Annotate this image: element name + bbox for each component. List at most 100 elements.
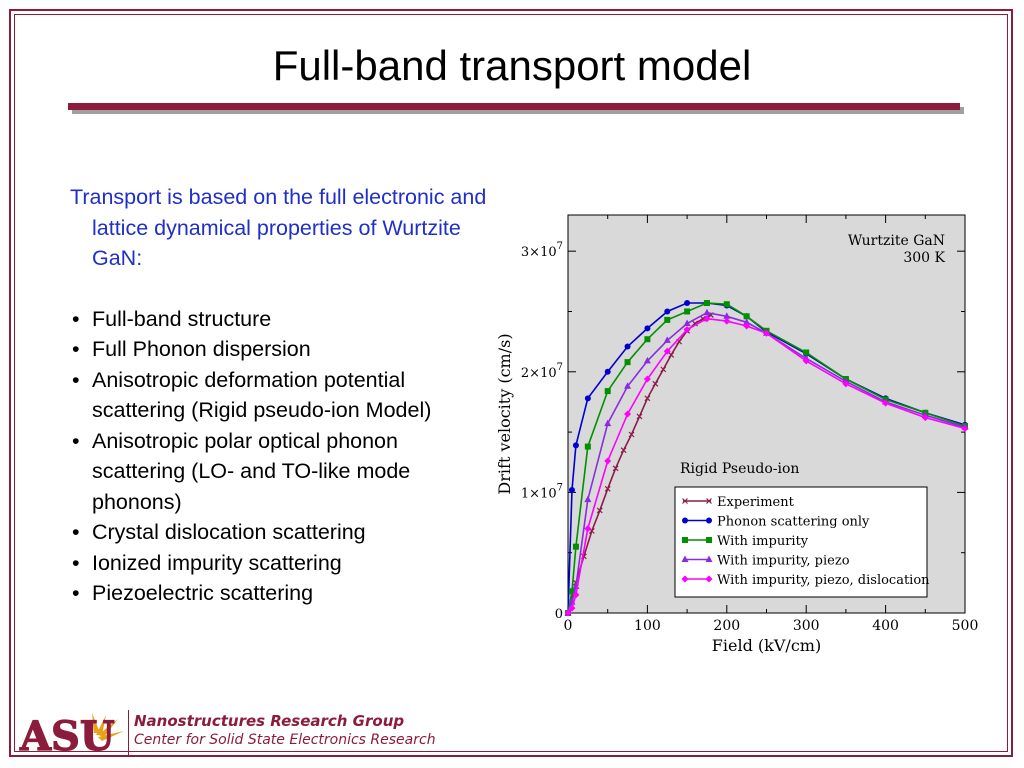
data-point <box>763 329 770 337</box>
data-point <box>682 537 688 543</box>
data-point <box>620 447 627 454</box>
data-point <box>664 316 671 323</box>
y-tick-label-base: 1×10 <box>521 486 557 501</box>
y-tick-label-base: 2×10 <box>521 366 557 381</box>
data-point <box>572 543 579 550</box>
bullet-text: Piezoelectric scattering <box>92 581 314 605</box>
data-point <box>723 301 730 308</box>
data-point <box>584 395 591 402</box>
data-point <box>624 359 631 366</box>
slide-outer-border <box>9 9 1013 757</box>
y-tick-label: 2×107 <box>521 362 563 381</box>
bullet-text: Full-band structure <box>92 306 272 331</box>
bullet-text: Crystal dislocation scattering <box>92 520 366 544</box>
x-axis-label: Field (kV/cm) <box>712 636 821 655</box>
data-point <box>644 395 651 402</box>
annotation-temperature: 300 K <box>903 250 945 266</box>
bullet-dot: • <box>72 337 80 361</box>
asu-logo-text: ASU <box>19 713 115 753</box>
bullet-dot: • <box>72 550 80 575</box>
data-point <box>663 347 671 355</box>
data-point <box>703 308 711 316</box>
data-point <box>584 525 592 533</box>
bullet-list: • Full-band structure • Full Phonon dispers… <box>70 304 490 609</box>
x-tick-label: 500 <box>952 618 979 634</box>
asu-logo: ASU <box>18 713 124 753</box>
data-point <box>624 382 632 389</box>
bullet-dot: • <box>72 581 80 605</box>
data-point <box>683 319 691 327</box>
data-point <box>564 609 572 617</box>
data-point <box>705 555 713 562</box>
data-point <box>604 419 612 427</box>
series-line <box>567 302 966 614</box>
data-point <box>572 442 579 449</box>
data-point <box>584 495 592 503</box>
y-tick-label-exponent: 7 <box>557 362 563 373</box>
data-point <box>723 317 731 325</box>
bullet-item: • Ionized impurity scattering <box>70 548 490 579</box>
intro-text: Transport is based on the full electroni… <box>70 185 487 270</box>
slide-title: Full-band transport model <box>272 42 752 89</box>
data-point <box>644 336 651 343</box>
bullet-dot: • <box>72 520 80 544</box>
data-point <box>604 485 611 492</box>
x-tick-label: 200 <box>713 618 740 634</box>
bullet-item: • Full-band structure <box>70 304 490 335</box>
data-point <box>663 336 671 343</box>
data-point <box>706 517 712 524</box>
bullet-dot: • <box>72 367 80 392</box>
data-point <box>636 413 643 420</box>
data-point <box>723 312 731 319</box>
legend-label: With impurity <box>717 534 809 549</box>
data-point <box>604 388 611 395</box>
footer-center-name: Center for Solid State Electronics Resea… <box>134 732 436 748</box>
bullet-dot: • <box>72 428 80 453</box>
bullet-text: Anisotropic polar optical phonon scatter… <box>92 428 411 514</box>
data-point <box>683 326 691 334</box>
data-point <box>743 322 751 330</box>
data-point <box>682 498 688 504</box>
data-point <box>684 300 691 307</box>
footer-divider <box>128 710 129 756</box>
data-point <box>664 308 671 315</box>
data-point <box>568 588 575 595</box>
y-tick-label-exponent: 7 <box>557 241 563 252</box>
data-point <box>644 325 651 332</box>
data-point <box>802 357 810 365</box>
data-point <box>961 424 969 432</box>
data-point <box>572 591 580 599</box>
data-point <box>624 410 632 418</box>
x-tick-label: 0 <box>564 618 573 634</box>
series-line <box>567 311 966 614</box>
data-point <box>568 486 575 493</box>
bullet-item: • Anisotropic polar optical phonon scatte… <box>70 426 490 518</box>
bullet-item: • Piezoelectric scattering <box>70 578 490 609</box>
series-group <box>564 315 969 617</box>
data-point <box>568 604 576 612</box>
title-rule-shadow <box>72 107 964 114</box>
data-point <box>882 399 890 407</box>
y-axis-label: Drift velocity (cm/s) <box>495 333 514 494</box>
bullet-item: • Crystal dislocation scattering <box>70 517 490 548</box>
asu-sunburst-icon <box>92 713 124 741</box>
bullet-text: Anisotropic deformation potential scatte… <box>92 367 432 423</box>
data-point <box>681 555 689 562</box>
legend-box <box>674 486 928 598</box>
data-point <box>612 465 619 472</box>
data-point <box>706 498 712 504</box>
y-tick-label-base: 0 <box>555 607 563 622</box>
annotation-material: Wurtzite GaN <box>848 233 945 249</box>
y-tick-label-exponent: 7 <box>557 482 563 493</box>
data-point <box>681 575 689 583</box>
data-point <box>705 575 713 583</box>
y-tick-label: 0 <box>555 607 563 622</box>
data-point <box>706 537 712 543</box>
data-point <box>842 380 850 388</box>
footer-group-name: Nanostructures Research Group <box>134 712 405 730</box>
data-point <box>628 431 635 438</box>
data-point <box>743 313 750 320</box>
x-tick-label: 300 <box>793 618 820 634</box>
y-tick-label: 1×107 <box>521 482 563 501</box>
data-point <box>684 308 691 315</box>
